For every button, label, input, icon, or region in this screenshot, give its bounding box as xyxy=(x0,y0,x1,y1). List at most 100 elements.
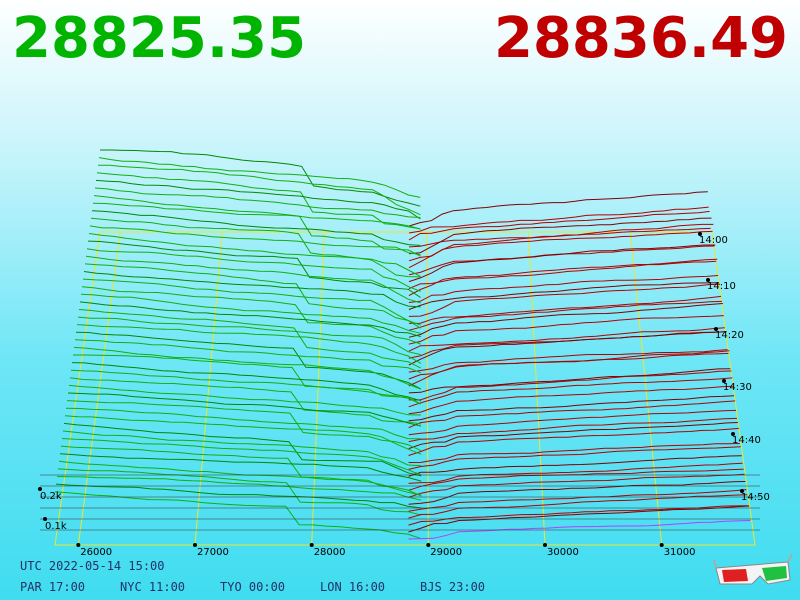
price-tick xyxy=(426,543,431,547)
ask-depth-line xyxy=(408,349,728,373)
bid-depth-line xyxy=(73,346,422,390)
price-tick xyxy=(659,543,664,547)
bid-depth-line xyxy=(83,271,421,308)
time-tick-label: 14:40 xyxy=(732,435,761,446)
ask-depth-line xyxy=(408,260,717,290)
utc-time: UTC 2022-05-14 15:00 xyxy=(20,559,165,573)
bid-depth-line xyxy=(97,164,421,216)
time-tick xyxy=(740,489,744,493)
bid-depth-line xyxy=(70,369,422,405)
bid-depth-line xyxy=(78,309,422,369)
bid-depth-line xyxy=(67,392,422,427)
ask-depth-line xyxy=(408,368,731,394)
price-grid-line xyxy=(311,231,325,546)
ask-depth-line xyxy=(408,206,709,234)
ask-depth-line xyxy=(408,300,722,331)
ask-depth-line xyxy=(408,258,718,297)
bid-depth-line xyxy=(74,339,422,374)
ask-depth-line xyxy=(408,422,738,450)
ask-depth-line xyxy=(408,283,721,317)
time-tick-label: 14:20 xyxy=(715,330,744,341)
bid-depth-line xyxy=(55,483,422,509)
ask-depth-line xyxy=(408,455,742,477)
bid-depth-line xyxy=(63,422,422,477)
ask-depth-line xyxy=(408,295,722,324)
ask-depth-line xyxy=(408,400,736,429)
bid-depth-line xyxy=(98,157,421,198)
ask-depth-line xyxy=(408,468,744,491)
price-grid-line xyxy=(425,231,429,546)
bid-depth-line xyxy=(61,438,422,476)
bid-depth-line xyxy=(62,430,422,467)
ask-depth-line xyxy=(408,217,712,255)
ask-depth-line xyxy=(408,481,746,505)
ask-depth-line xyxy=(408,331,727,366)
ask-depth-line xyxy=(408,282,720,310)
bid-depth-line xyxy=(59,453,422,482)
price-grid-line xyxy=(77,231,121,546)
ask-depth-line xyxy=(408,210,710,241)
bid-depth-line xyxy=(75,331,422,390)
bid-depth-line xyxy=(69,377,422,425)
bid-depth-line xyxy=(86,248,421,292)
time-tick xyxy=(722,379,726,383)
time-tick-label: 14:10 xyxy=(707,281,736,292)
price-grid-line xyxy=(629,231,663,546)
price-tick xyxy=(543,543,547,547)
bid-depth-line xyxy=(60,445,422,496)
bid-depth-line xyxy=(87,240,421,298)
ask-depth-line xyxy=(408,244,716,283)
bid-depth-line xyxy=(96,172,421,230)
bid-depth-line xyxy=(91,210,421,246)
timezone-clock: TYO 00:00 xyxy=(220,580,286,594)
ask-depth-line xyxy=(408,191,708,227)
ask-depth-line xyxy=(408,520,751,540)
bid-depth-line xyxy=(94,187,421,218)
ask-depth-line xyxy=(408,473,745,498)
ask-depth-line xyxy=(408,303,723,338)
ask-depth-line xyxy=(408,489,747,512)
depth-tick xyxy=(43,517,47,521)
ask-depth-line xyxy=(408,275,719,303)
ask-depth-line xyxy=(408,505,750,533)
bid-depth-line xyxy=(82,278,421,329)
time-tick xyxy=(714,327,718,331)
bid-depth-line xyxy=(54,491,422,540)
price-tick xyxy=(76,543,81,547)
ask-depth-line xyxy=(408,327,725,352)
floor-outline xyxy=(54,231,756,546)
price-tick-label: 29000 xyxy=(430,547,462,558)
ask-depth-line xyxy=(408,395,735,422)
price-tick-label: 31000 xyxy=(664,547,696,558)
timezone-clock: BJS 23:00 xyxy=(420,580,486,594)
bid-depth-line xyxy=(84,263,421,326)
bid-depth-line xyxy=(100,149,421,207)
bid-depth-line xyxy=(85,255,421,304)
bid-depth-line xyxy=(58,460,422,497)
time-tick-label: 14:30 xyxy=(723,382,752,393)
timezone-clock: LON 16:00 xyxy=(320,580,386,594)
price-tick xyxy=(193,543,197,547)
price-tick-label: 28000 xyxy=(314,547,346,558)
bid-depth-line xyxy=(95,179,421,220)
depth-tick-label: 0.1k xyxy=(45,521,67,532)
timezone-clock: PAR 17:00 xyxy=(20,580,86,594)
depth-tick-label: 0.2k xyxy=(40,491,62,502)
ask-depth-line xyxy=(408,462,743,484)
bid-depth-line xyxy=(56,476,422,501)
depth-tick xyxy=(38,487,42,491)
ask-depth-line xyxy=(408,245,715,276)
ask-depth-line xyxy=(408,427,739,456)
ask-price: 28836.49 xyxy=(493,6,788,71)
price-tick-label: 30000 xyxy=(547,547,579,558)
3d-glasses-button[interactable] xyxy=(713,553,793,585)
ask-depth-line xyxy=(408,350,730,387)
time-tick xyxy=(731,432,735,436)
bid-depth-line xyxy=(68,384,422,416)
ask-depth-line xyxy=(408,370,732,401)
ask-depth-line xyxy=(408,377,733,408)
time-tick-label: 14:50 xyxy=(741,492,770,503)
bid-depth-line xyxy=(79,301,421,338)
